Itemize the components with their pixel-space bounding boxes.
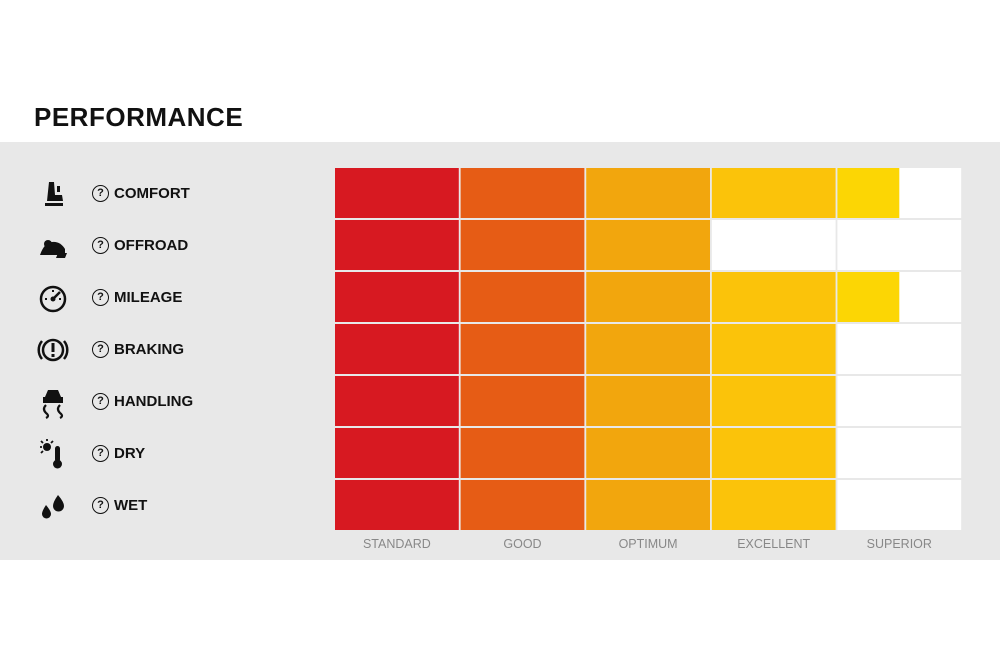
rating-bar-mileage-optimum <box>586 272 710 322</box>
rating-bar-wet-good <box>460 480 585 530</box>
help-icon[interactable]: ? <box>92 497 109 514</box>
rating-bar-dry-excellent <box>711 428 836 478</box>
row-label: MILEAGE <box>114 289 183 306</box>
row-label: COMFORT <box>114 185 190 202</box>
skid-car-icon <box>36 385 70 419</box>
rating-bar-mileage-standard <box>335 272 459 322</box>
rating-bar-wet-standard <box>335 480 459 530</box>
row-label: BRAKING <box>114 341 184 358</box>
help-icon[interactable]: ? <box>92 341 109 358</box>
rating-bar-handling-optimum <box>586 376 710 426</box>
offroad-icon <box>36 229 70 263</box>
grid-cell <box>837 428 962 478</box>
water-drops-icon <box>36 489 70 523</box>
row-label: HANDLING <box>114 393 194 410</box>
rating-bar-braking-standard <box>335 324 459 374</box>
rating-bar-mileage-excellent <box>711 272 836 322</box>
rating-bar-comfort-standard <box>335 168 459 218</box>
help-icon[interactable]: ? <box>92 445 109 462</box>
row-wet: ? WET <box>0 480 330 531</box>
grid-cell <box>837 220 962 270</box>
row-braking: ? BRAKING <box>0 324 330 375</box>
row-label: DRY <box>114 445 146 462</box>
rating-bar-comfort-excellent <box>711 168 836 218</box>
rating-bar-braking-good <box>460 324 585 374</box>
rating-bar-dry-good <box>460 428 585 478</box>
sun-thermometer-icon <box>36 437 70 471</box>
row-label: WET <box>114 497 148 514</box>
row-dry: ? DRY <box>0 428 330 479</box>
rating-bar-offroad-standard <box>335 220 459 270</box>
rating-bar-handling-standard <box>335 376 459 426</box>
speedometer-icon <box>36 281 70 315</box>
grid-cell <box>837 480 962 530</box>
rating-bar-wet-excellent <box>711 480 836 530</box>
rating-bar-dry-standard <box>335 428 459 478</box>
help-icon[interactable]: ? <box>92 393 109 410</box>
rating-bar-wet-optimum <box>586 480 710 530</box>
rating-bar-offroad-optimum <box>586 220 710 270</box>
rating-bar-handling-excellent <box>711 376 836 426</box>
page-title: PERFORMANCE <box>34 102 244 132</box>
row-offroad: ? OFFROAD <box>0 220 330 271</box>
x-tick-label: GOOD <box>503 537 541 551</box>
rating-bar-mileage-superior <box>837 272 900 322</box>
seat-icon <box>36 177 70 211</box>
rating-bar-handling-good <box>460 376 585 426</box>
rating-bar-braking-excellent <box>711 324 836 374</box>
x-tick-label: OPTIMUM <box>619 537 678 551</box>
rating-bar-braking-optimum <box>586 324 710 374</box>
grid-cell <box>837 324 962 374</box>
help-icon[interactable]: ? <box>92 289 109 306</box>
row-mileage: ? MILEAGE <box>0 272 330 323</box>
rating-bar-dry-optimum <box>586 428 710 478</box>
rating-bar-mileage-good <box>460 272 585 322</box>
row-handling: ? HANDLING <box>0 376 330 427</box>
rating-bar-comfort-superior <box>837 168 900 218</box>
x-tick-label: EXCELLENT <box>737 537 810 551</box>
rating-bar-comfort-optimum <box>586 168 710 218</box>
grid-cell <box>837 376 962 426</box>
help-icon[interactable]: ? <box>92 237 109 254</box>
x-tick-label: SUPERIOR <box>867 537 932 551</box>
rating-bar-offroad-good <box>460 220 585 270</box>
brake-warning-icon <box>36 333 70 367</box>
rating-bar-comfort-good <box>460 168 585 218</box>
grid-cell <box>711 220 836 270</box>
x-tick-label: STANDARD <box>363 537 431 551</box>
row-comfort: ? COMFORT <box>0 168 330 219</box>
row-label: OFFROAD <box>114 237 189 254</box>
help-icon[interactable]: ? <box>92 185 109 202</box>
